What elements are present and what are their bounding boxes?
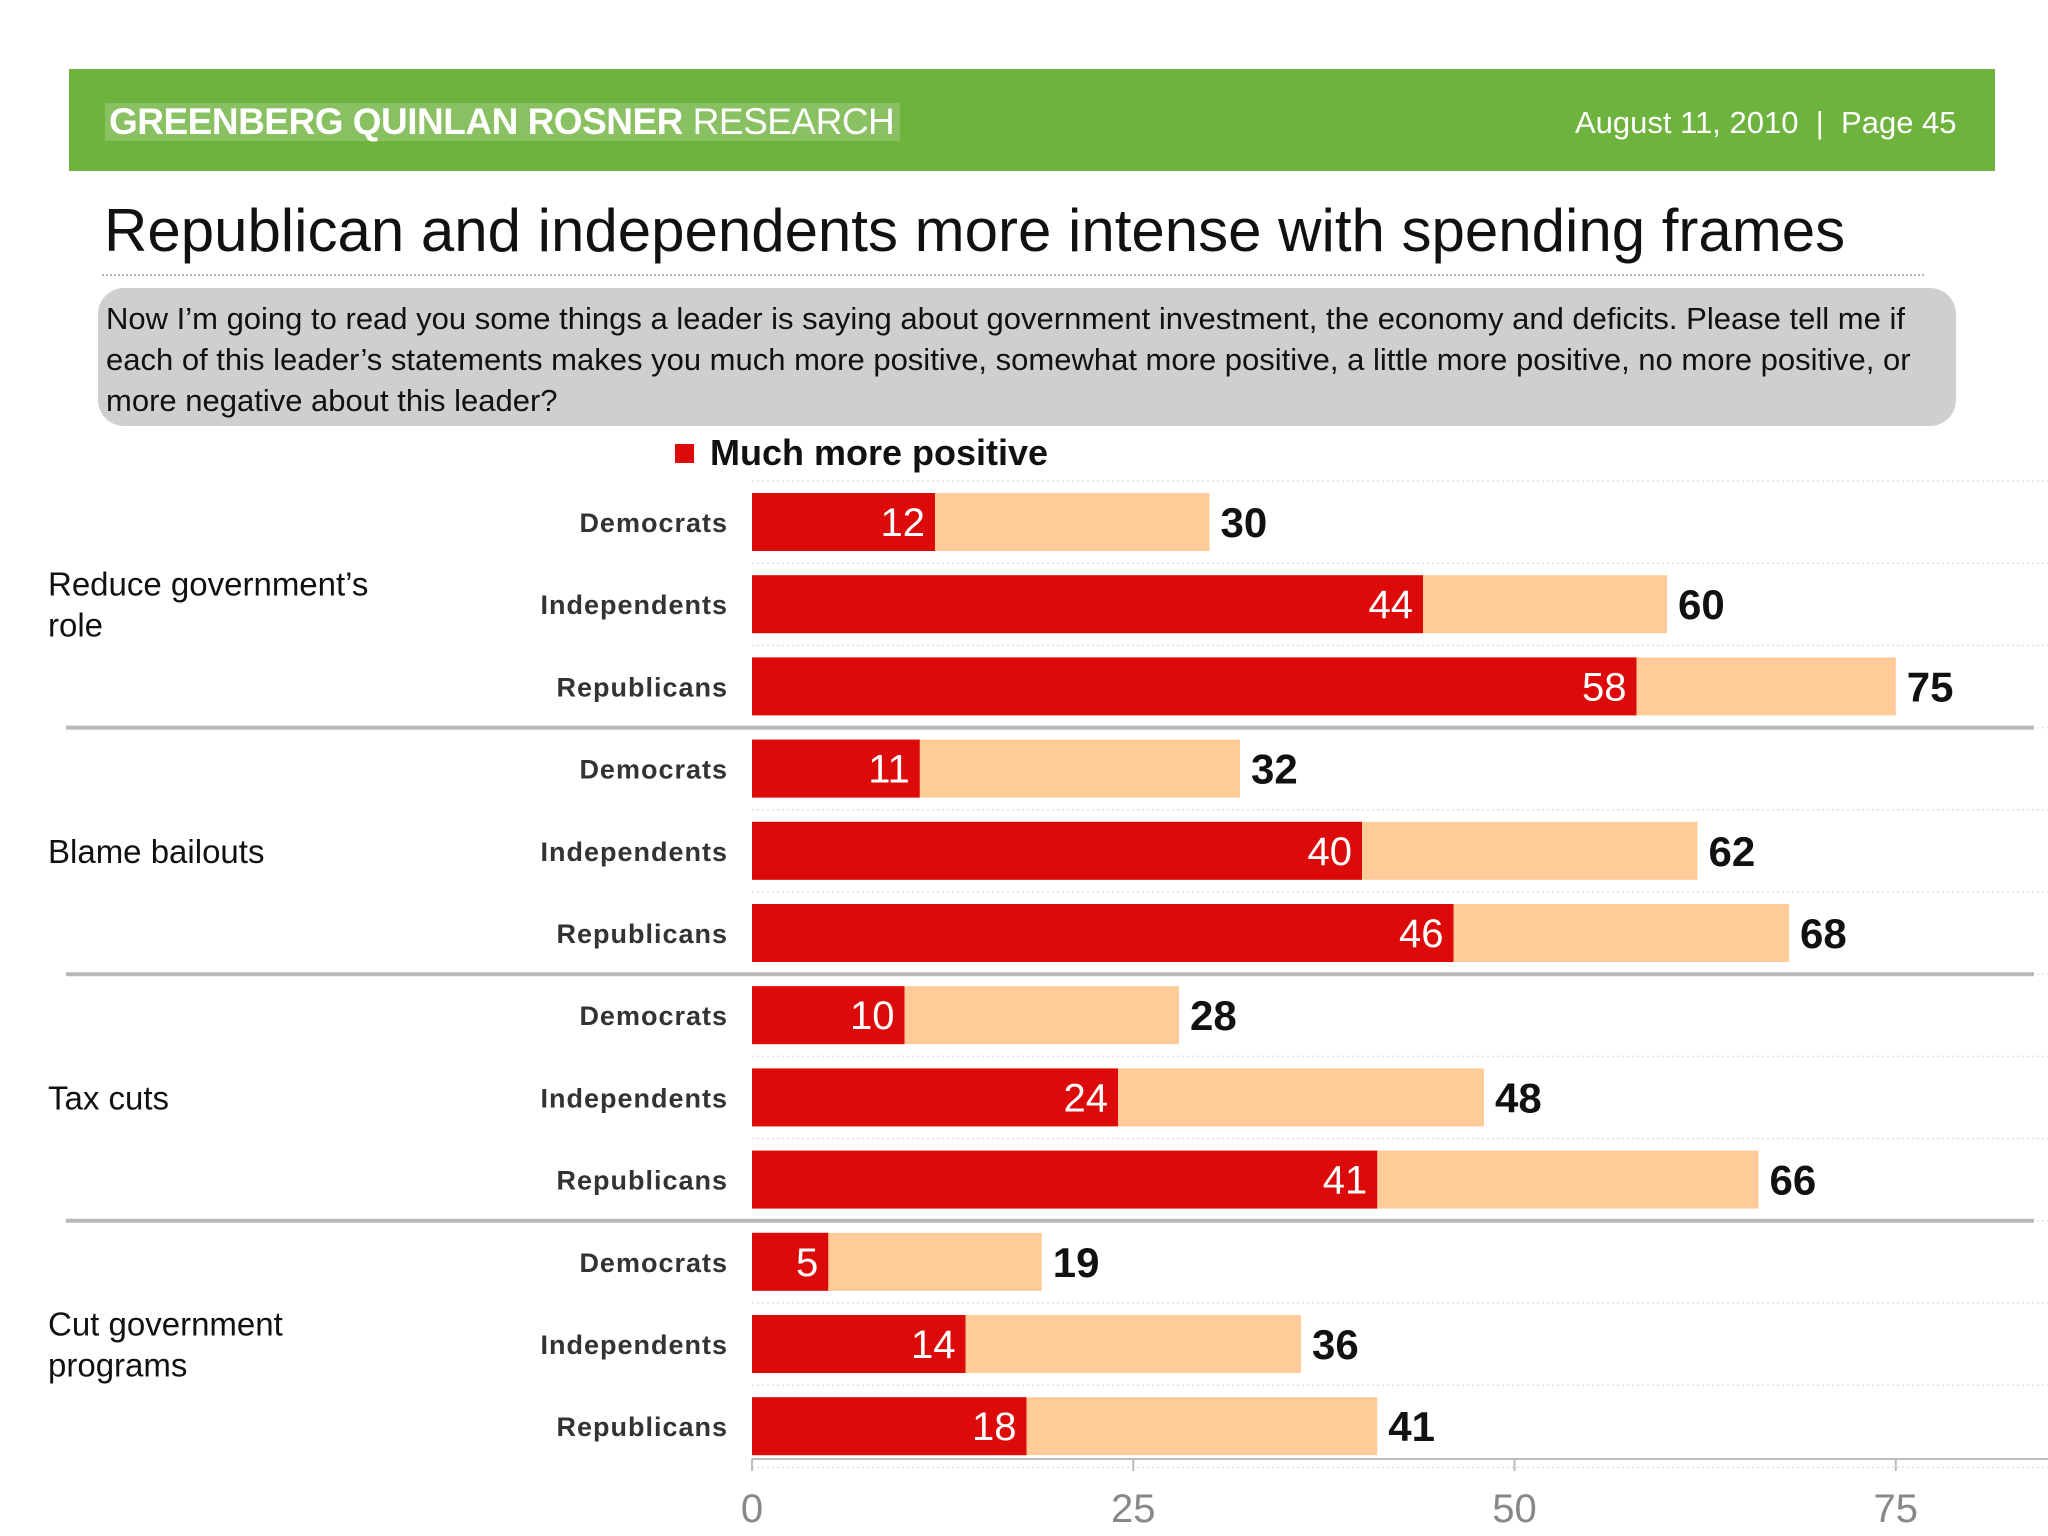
x-axis-tick-label: 0 [741, 1487, 763, 1531]
bar-much-more-positive [752, 657, 1637, 716]
party-label: Independents [540, 1083, 728, 1113]
party-label: Democrats [579, 755, 728, 785]
party-label: Democrats [579, 1248, 728, 1278]
legend-swatch-much-more-positive [675, 444, 694, 463]
brand-logo: GREENBERG QUINLAN ROSNER RESEARCH [105, 101, 901, 142]
data-label-much-more-positive: 5 [796, 1241, 818, 1285]
data-label-much-more-positive: 40 [1308, 830, 1353, 874]
group-label: Blame bailouts [48, 833, 264, 870]
party-label: Democrats [579, 1001, 728, 1031]
group-label: Tax cuts [48, 1079, 169, 1116]
data-label-total-positive: 36 [1312, 1321, 1359, 1368]
x-axis-tick-label: 50 [1492, 1487, 1537, 1531]
data-label-total-positive: 28 [1190, 992, 1237, 1039]
data-label-total-positive: 32 [1251, 746, 1298, 793]
bar-much-more-positive [752, 1150, 1378, 1209]
group-label: Cut government [48, 1306, 283, 1343]
party-label: Republicans [556, 919, 728, 949]
bar-much-more-positive [752, 1068, 1118, 1127]
x-axis-tick-label: 25 [1111, 1487, 1156, 1531]
bar-much-more-positive [752, 739, 920, 798]
party-label: Democrats [579, 508, 728, 538]
slide-title: Republican and independents more intense… [104, 197, 1846, 264]
data-label-much-more-positive: 58 [1582, 665, 1627, 709]
header-separator: | [1815, 105, 1824, 140]
data-label-total-positive: 62 [1709, 828, 1756, 875]
data-label-much-more-positive: 41 [1323, 1159, 1368, 1203]
x-axis-tick-label: 75 [1874, 1487, 1919, 1531]
header-date: August 11, 2010 [1575, 105, 1799, 140]
bar-much-more-positive [752, 1232, 829, 1291]
data-label-total-positive: 48 [1495, 1074, 1542, 1121]
bar-much-more-positive [752, 1397, 1027, 1456]
party-label: Republicans [556, 1412, 728, 1442]
group-label: role [48, 607, 103, 644]
data-label-much-more-positive: 44 [1369, 583, 1414, 627]
data-label-much-more-positive: 18 [972, 1405, 1017, 1449]
party-label: Republicans [556, 1166, 728, 1196]
data-label-total-positive: 30 [1221, 499, 1268, 546]
bar-much-more-positive [752, 575, 1423, 634]
question-box: Now I’m going to read you some things a … [98, 288, 1956, 426]
data-label-total-positive: 41 [1388, 1403, 1435, 1450]
header-meta: August 11, 2010 | Page 45 [1575, 105, 1995, 141]
brand-name: GREENBERG QUINLAN ROSNER [109, 101, 683, 142]
data-label-total-positive: 75 [1907, 663, 1954, 710]
page-number: Page 45 [1841, 105, 1957, 140]
bar-much-more-positive [752, 821, 1362, 880]
title-divider [102, 274, 1924, 276]
party-label: Independents [540, 1330, 728, 1360]
header-banner: GREENBERG QUINLAN ROSNER RESEARCH August… [69, 69, 1995, 171]
data-label-much-more-positive: 10 [850, 994, 895, 1038]
data-label-total-positive: 66 [1770, 1157, 1817, 1204]
data-label-much-more-positive: 14 [911, 1323, 956, 1367]
party-label: Independents [540, 590, 728, 620]
data-label-much-more-positive: 24 [1064, 1076, 1109, 1120]
data-label-much-more-positive: 11 [868, 748, 910, 792]
data-label-total-positive: 68 [1800, 910, 1847, 957]
bar-much-more-positive [752, 904, 1454, 962]
data-label-total-positive: 60 [1678, 581, 1725, 628]
data-label-much-more-positive: 46 [1399, 912, 1444, 956]
bar-much-more-positive [752, 1315, 966, 1373]
data-label-total-positive: 19 [1053, 1239, 1100, 1286]
party-label: Independents [540, 837, 728, 867]
group-label: Reduce government’s [48, 566, 368, 603]
bar-much-more-positive [752, 986, 905, 1045]
legend-label-much-more-positive: Much more positive [710, 432, 1048, 473]
bar-much-more-positive [752, 493, 935, 551]
data-label-much-more-positive: 12 [881, 501, 926, 545]
brand-suffix: RESEARCH [692, 101, 895, 142]
group-label: programs [48, 1347, 187, 1384]
party-label: Republicans [556, 672, 728, 702]
